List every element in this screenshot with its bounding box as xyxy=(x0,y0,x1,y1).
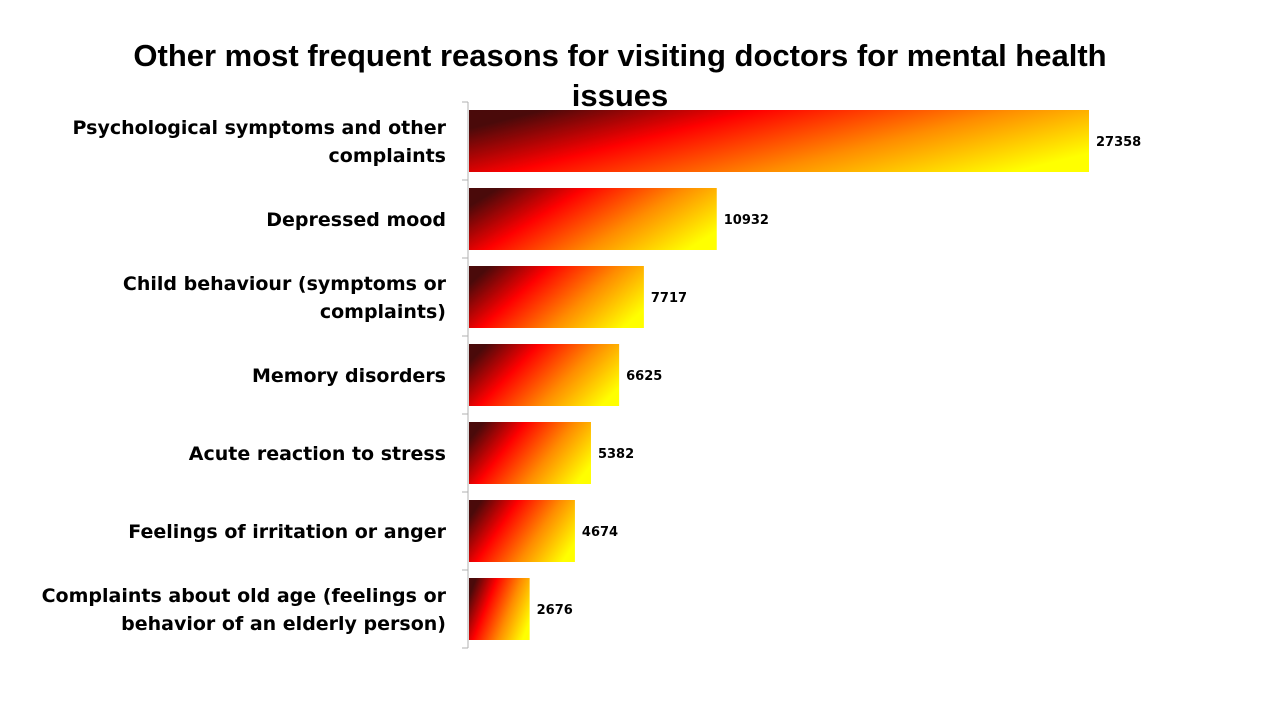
chart-title-line-2: issues xyxy=(571,78,669,113)
category-label: Memory disorders xyxy=(252,365,446,387)
value-label: 4674 xyxy=(582,525,618,540)
value-label: 7717 xyxy=(651,291,687,306)
category-axis xyxy=(462,101,469,649)
category-label: Psychological symptoms and other complain… xyxy=(73,117,447,167)
value-label: 27358 xyxy=(1096,135,1141,150)
value-label: 10932 xyxy=(724,213,769,228)
category-label: Child behaviour (symptoms or complaints) xyxy=(123,273,447,323)
category-label-line: Child behaviour (symptoms or xyxy=(123,273,447,295)
category-label-line: complaints) xyxy=(320,301,446,323)
category-label: Complaints about old age (feelings or beh… xyxy=(42,585,447,635)
value-labels-group: 27358 10932 7717 6625 5382 4674 2676 xyxy=(537,135,1142,618)
chart-title: Other most frequent reasons for visiting… xyxy=(110,36,1130,116)
value-label: 2676 xyxy=(537,603,573,618)
category-label-line: behavior of an elderly person) xyxy=(121,613,446,635)
category-label-line: Complaints about old age (feelings or xyxy=(42,585,447,607)
category-label-line: Depressed mood xyxy=(266,209,446,231)
value-label: 6625 xyxy=(626,369,662,384)
category-label: Feelings of irritation or anger xyxy=(128,521,446,543)
category-label-line: Memory disorders xyxy=(252,365,446,387)
chart-title-line-1: Other most frequent reasons for visiting… xyxy=(133,38,1107,73)
bar xyxy=(469,188,717,250)
bar xyxy=(469,344,620,406)
bar xyxy=(469,422,591,484)
category-label: Depressed mood xyxy=(266,209,446,231)
bar xyxy=(469,266,644,328)
category-label-line: Feelings of irritation or anger xyxy=(128,521,446,543)
category-label-line: complaints xyxy=(329,145,446,167)
value-label: 5382 xyxy=(598,447,634,462)
category-label-line: Psychological symptoms and other xyxy=(73,117,447,139)
bar xyxy=(469,500,575,562)
category-label-line: Acute reaction to stress xyxy=(189,443,446,465)
bar xyxy=(469,110,1089,172)
bar xyxy=(469,578,530,640)
category-label: Acute reaction to stress xyxy=(189,443,446,465)
category-labels-group: Psychological symptoms and other complain… xyxy=(42,117,447,635)
bars-group xyxy=(469,110,1089,640)
